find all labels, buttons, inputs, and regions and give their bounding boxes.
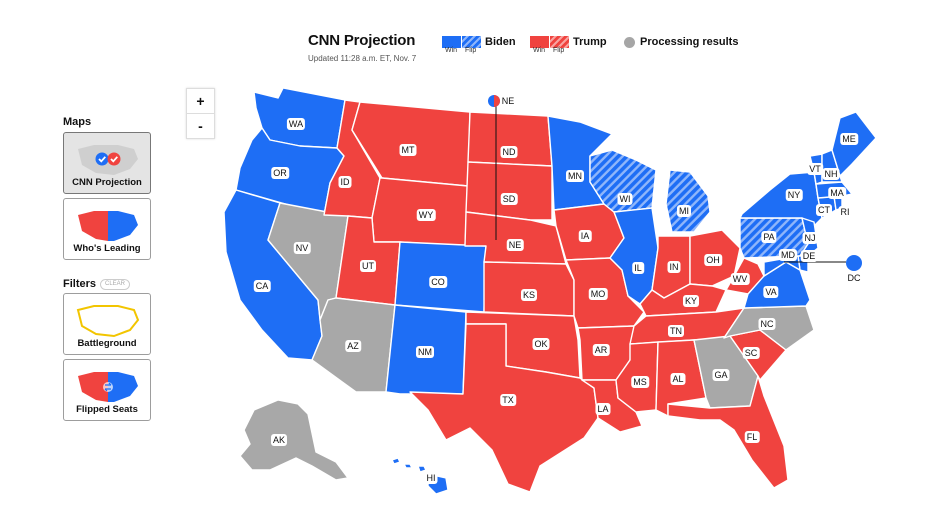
trump-flip-swatch bbox=[550, 36, 569, 48]
trump-flip-sub: Flip bbox=[553, 47, 565, 54]
trump-win-sub: Win bbox=[533, 47, 546, 54]
state-label-ga: GA bbox=[712, 369, 730, 381]
zoom-out-button[interactable]: - bbox=[198, 118, 203, 134]
whos-leading-icon bbox=[78, 211, 138, 241]
state-label-al: AL bbox=[670, 373, 686, 385]
flipped-seats-icon bbox=[78, 372, 138, 402]
state-label-or: OR bbox=[271, 167, 289, 179]
map-card-label: CNN Projection bbox=[72, 177, 142, 188]
state-label-nj: NJ bbox=[802, 232, 818, 244]
zoom-control: + - bbox=[186, 88, 215, 139]
state-label-pa: PA bbox=[761, 231, 777, 243]
state-label-nm: NM bbox=[416, 346, 434, 358]
state-label-ar: AR bbox=[592, 344, 610, 356]
state-label-ct: CT bbox=[816, 204, 832, 216]
state-label-de: DE bbox=[800, 250, 818, 262]
state-label-wv: WV bbox=[730, 273, 750, 285]
state-label-ks: KS bbox=[520, 289, 538, 301]
state-label-hi: HI bbox=[424, 472, 438, 484]
state-label-mo: MO bbox=[588, 288, 608, 300]
state-ak[interactable] bbox=[239, 399, 349, 481]
biden-win-sub: Win bbox=[445, 47, 458, 54]
state-mi[interactable] bbox=[665, 169, 711, 233]
state-label-nc: NC bbox=[758, 318, 776, 330]
state-label-ca: CA bbox=[253, 280, 271, 292]
state-label-sc: SC bbox=[742, 347, 760, 359]
state-label-ma: MA bbox=[828, 187, 846, 199]
state-label-id: ID bbox=[338, 176, 352, 188]
map-card-cnn-projection[interactable]: CNN Projection bbox=[63, 132, 151, 194]
trump-win-swatch bbox=[530, 36, 549, 48]
state-label-wa: WA bbox=[286, 118, 306, 130]
state-sd[interactable] bbox=[465, 161, 553, 221]
state-label-fl: FL bbox=[744, 431, 760, 443]
legend-processing-label: Processing results bbox=[640, 36, 739, 48]
state-label-in: IN bbox=[667, 261, 681, 273]
battleground-icon bbox=[76, 305, 140, 338]
state-label-az: AZ bbox=[345, 340, 361, 352]
zoom-in-button[interactable]: + bbox=[187, 89, 214, 114]
state-label-ne: NE bbox=[506, 239, 524, 251]
dc-marker[interactable] bbox=[846, 255, 862, 271]
biden-win-swatch bbox=[442, 36, 461, 48]
state-label-ok: OK bbox=[532, 338, 550, 350]
state-label-md: MD bbox=[779, 249, 797, 261]
biden-flip-swatch bbox=[462, 36, 481, 48]
legend-processing: Processing results bbox=[624, 35, 738, 49]
legend-biden-label: Biden bbox=[485, 36, 516, 48]
state-label-ny: NY bbox=[785, 189, 803, 201]
state-label-dc: DC bbox=[847, 273, 861, 283]
state-label-ri: RI bbox=[838, 206, 852, 218]
state-label-sd: SD bbox=[500, 193, 518, 205]
biden-flip-sub: Flip bbox=[465, 47, 477, 54]
map-header: CNN Projection Updated 11:28 a.m. ET, No… bbox=[0, 0, 938, 70]
state-label-oh: OH bbox=[704, 254, 722, 266]
updated-timestamp: Updated 11:28 a.m. ET, Nov. 7 bbox=[308, 54, 417, 63]
state-label-il: IL bbox=[632, 262, 644, 274]
legend-trump-label: Trump bbox=[573, 36, 607, 48]
map-card-label: Who's Leading bbox=[73, 243, 141, 254]
state-label-ne-marker: NE bbox=[501, 96, 515, 106]
state-label-va: VA bbox=[763, 286, 779, 298]
state-label-co: CO bbox=[429, 276, 447, 288]
filter-card-label: Flipped Seats bbox=[76, 404, 138, 415]
state-fl[interactable] bbox=[667, 375, 789, 489]
state-tx[interactable] bbox=[409, 323, 599, 493]
map-card-whos-leading[interactable]: Who's Leading bbox=[63, 198, 151, 260]
state-label-mt: MT bbox=[399, 144, 417, 156]
state-label-nv: NV bbox=[293, 242, 311, 254]
state-label-vt: VT bbox=[807, 163, 823, 175]
cnn-projection-icon bbox=[78, 145, 138, 175]
legend-biden: Biden bbox=[442, 35, 516, 49]
state-label-tx: TX bbox=[500, 394, 516, 406]
state-label-nh: NH bbox=[822, 168, 840, 180]
filter-card-battleground[interactable]: Battleground bbox=[63, 293, 151, 355]
state-label-ky: KY bbox=[682, 295, 700, 307]
state-label-ak: AK bbox=[270, 434, 288, 446]
state-label-ia: IA bbox=[578, 230, 592, 242]
state-label-wi: WI bbox=[617, 193, 633, 205]
processing-swatch bbox=[624, 36, 635, 48]
state-label-la: LA bbox=[595, 403, 611, 415]
maps-heading: Maps bbox=[63, 116, 92, 128]
state-label-wy: WY bbox=[416, 209, 436, 221]
state-label-ms: MS bbox=[631, 376, 649, 388]
page-title: CNN Projection bbox=[308, 32, 416, 49]
state-hi[interactable] bbox=[391, 457, 449, 495]
filter-card-label: Battleground bbox=[77, 338, 137, 349]
state-label-nd: ND bbox=[500, 146, 518, 158]
state-label-ut: UT bbox=[360, 260, 376, 272]
legend-trump: Trump bbox=[530, 35, 607, 49]
state-label-mi: MI bbox=[677, 205, 691, 217]
state-label-me: ME bbox=[840, 133, 858, 145]
filter-card-flipped-seats[interactable]: Flipped Seats bbox=[63, 359, 151, 421]
clear-filters-button[interactable]: CLEAR bbox=[100, 279, 131, 290]
state-label-mn: MN bbox=[566, 170, 584, 182]
filters-heading: Filters bbox=[63, 278, 97, 290]
state-il[interactable] bbox=[609, 207, 659, 305]
state-label-tn: TN bbox=[668, 325, 684, 337]
